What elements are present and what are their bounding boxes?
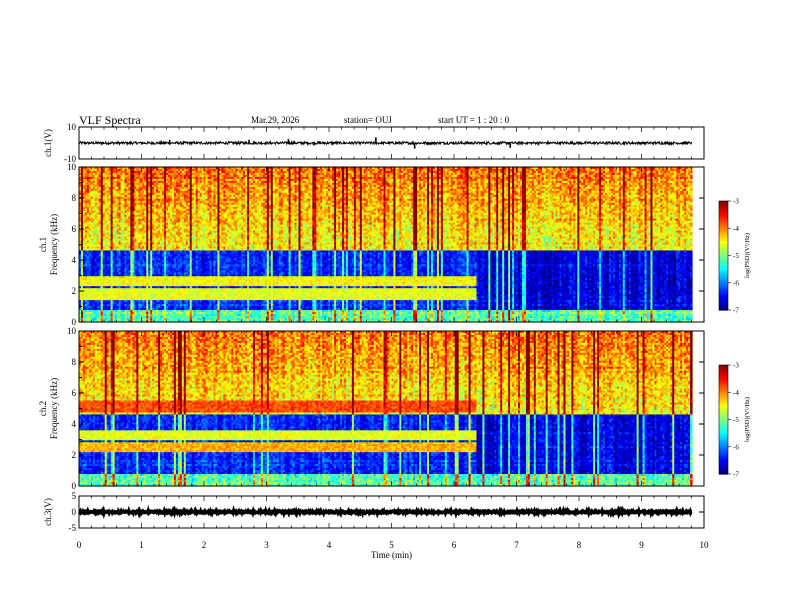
xaxis-label: Time (min)	[371, 550, 412, 560]
ch1-spectrogram-colorbar-tick-label: -6	[733, 279, 739, 287]
ch2-spectrogram-colorbar	[719, 365, 728, 475]
xtick-label: 4	[327, 540, 332, 550]
ch2-spectrogram-ytick-label: 4	[72, 419, 77, 429]
ch1-waveform-trace	[79, 142, 692, 145]
ch2-spectrogram-colorbar-tick-label: -7	[733, 471, 739, 479]
ch1-spectrogram-colorbar-tick-label: -5	[733, 252, 739, 260]
ch2-spectrogram-ytick-label: 8	[72, 357, 77, 367]
xtick-label: 0	[77, 540, 82, 550]
ch1-spectrogram-ylabel-channel: ch.1	[38, 237, 48, 252]
xtick-label: 7	[514, 540, 519, 550]
ch2-spectrogram-ylabel-freq: Frequency (kHz)	[49, 378, 59, 439]
ch1-spectrogram-colorbar-tick-label: -7	[733, 307, 739, 315]
ch2-spectrogram-colorbar-tick-label: -6	[733, 443, 739, 451]
xtick-label: 9	[639, 540, 644, 550]
ch1-waveform-ytick-label: 10	[67, 122, 77, 132]
ch2-spectrogram-ytick-label: 6	[72, 388, 77, 398]
ch1-spectrogram-ytick-label: 2	[72, 286, 77, 296]
ch1-spectrogram-colorbar-tick-label: -3	[733, 198, 739, 206]
ch1-waveform-ylabel: ch.1(V)	[43, 129, 53, 157]
xtick-label: 1	[139, 540, 144, 550]
ch2-spectrogram-ytick-label: 2	[72, 450, 77, 460]
ch3-waveform-trace	[79, 511, 692, 513]
xtick-label: 3	[264, 540, 269, 550]
ch2-spectrogram-ytick-label: 10	[67, 326, 77, 336]
ch2-spectrogram-ylabel-channel: ch.2	[38, 401, 48, 416]
ch2-spectrogram-cells	[79, 331, 693, 487]
xtick-label: 6	[452, 540, 457, 550]
xtick-label: 10	[700, 540, 710, 550]
ch1-spectrogram-ylabel-freq: Frequency (kHz)	[49, 214, 59, 275]
ch3-waveform-ytick-label: -5	[69, 523, 77, 533]
ch2-spectrogram-colorbar-tick-label: -3	[733, 362, 739, 370]
ch2-spectrogram-colorbar-label: log(PSD)(V²/Hz)	[744, 397, 751, 442]
ch1-spectrogram-colorbar-tick-label: -4	[733, 225, 739, 233]
ch1-spectrogram-ytick-label: 10	[67, 162, 77, 172]
xtick-label: 5	[389, 540, 394, 550]
ch2-spectrogram-ytick-label: 0	[72, 481, 77, 491]
ch1-spectrogram-ytick-label: 8	[72, 193, 77, 203]
xtick-label: 2	[202, 540, 207, 550]
ch1-spectrogram-ytick-label: 6	[72, 224, 77, 234]
ch3-waveform-ytick-label: 0	[72, 507, 77, 517]
ch2-spectrogram-colorbar-tick-label: -5	[733, 416, 739, 424]
xtick-label: 8	[577, 540, 582, 550]
ch1-spectrogram-ytick-label: 4	[72, 255, 77, 265]
ch3-waveform-ylabel: ch.3(V)	[43, 498, 53, 526]
ch2-spectrogram-colorbar-tick-label: -4	[733, 389, 739, 397]
ch1-spectrogram-colorbar-label: log(PSD)(V²/Hz)	[744, 233, 751, 278]
ch1-spectrogram-colorbar	[719, 201, 728, 311]
ch3-waveform-ytick-label: 5	[72, 491, 77, 501]
ch1-spectrogram-cells	[79, 167, 693, 323]
